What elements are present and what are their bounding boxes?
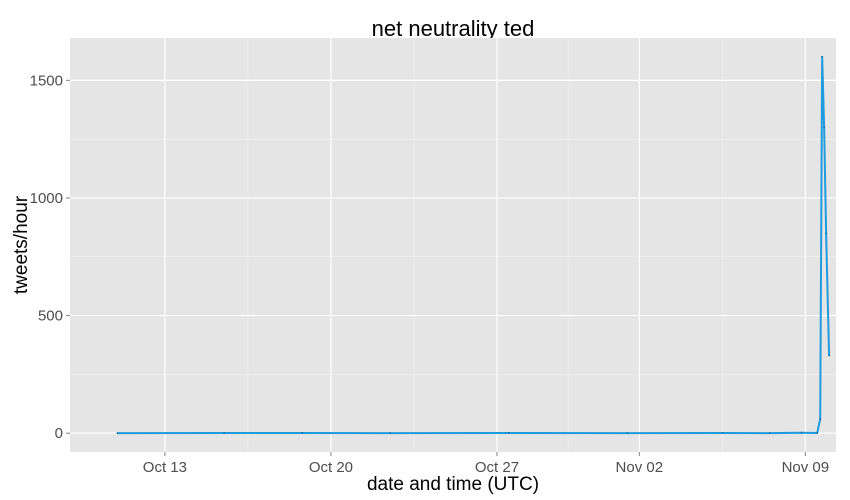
- data-point: [626, 432, 629, 435]
- data-point: [821, 55, 824, 58]
- data-point: [828, 354, 830, 357]
- y-axis: 0 500 1000 1500: [30, 72, 70, 442]
- y-tick-label: 1000: [30, 190, 63, 207]
- data-point: [116, 432, 119, 435]
- data-point: [819, 418, 822, 420]
- x-axis: Oct 13 Oct 20 Oct 27 Nov 02 Nov 09: [143, 452, 829, 476]
- minor-gridlines: [70, 38, 836, 452]
- data-point: [816, 432, 819, 434]
- y-tick-label: 500: [38, 308, 63, 325]
- x-tick-label: Nov 09: [782, 459, 830, 476]
- data-point: [800, 431, 803, 434]
- chart-title: net neutrality ted: [372, 16, 535, 41]
- x-tick-label: Nov 02: [616, 459, 664, 476]
- x-tick-label: Oct 13: [143, 459, 187, 476]
- x-tick-label: Oct 27: [475, 459, 519, 476]
- data-point: [768, 432, 771, 435]
- data-point: [823, 126, 826, 129]
- series-layer: [116, 55, 831, 435]
- data-point: [825, 232, 828, 235]
- y-tick-label: 1500: [30, 72, 63, 89]
- x-axis-title: date and time (UTC): [367, 474, 539, 495]
- y-axis-title: tweets/hour: [11, 195, 32, 294]
- data-point: [721, 432, 724, 434]
- major-gridlines: [70, 38, 836, 452]
- data-point: [389, 432, 392, 435]
- data-point: [507, 432, 510, 434]
- plot-panel: [70, 38, 836, 452]
- data-point: [301, 432, 304, 434]
- x-tick-label: Oct 20: [309, 459, 353, 476]
- data-point: [223, 432, 226, 434]
- y-tick-label: 0: [55, 425, 63, 442]
